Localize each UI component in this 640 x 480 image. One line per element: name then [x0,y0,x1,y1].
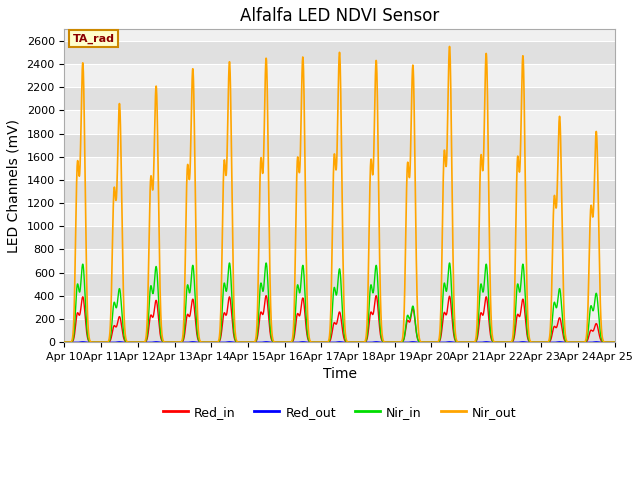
Legend: Red_in, Red_out, Nir_in, Nir_out: Red_in, Red_out, Nir_in, Nir_out [157,401,522,423]
Y-axis label: LED Channels (mV): LED Channels (mV) [7,119,21,253]
X-axis label: Time: Time [323,368,356,382]
Bar [65,133,614,157]
Bar [65,157,614,180]
Bar [65,110,614,133]
Bar [65,41,614,64]
Bar [65,64,614,87]
Bar [65,87,614,110]
Bar [65,226,614,250]
Title: Alfalfa LED NDVI Sensor: Alfalfa LED NDVI Sensor [240,7,439,25]
Text: TA_rad: TA_rad [73,34,115,44]
Bar [65,296,614,319]
Bar [65,319,614,342]
Bar [65,273,614,296]
Bar [65,180,614,203]
Bar [65,203,614,226]
Bar [65,250,614,273]
